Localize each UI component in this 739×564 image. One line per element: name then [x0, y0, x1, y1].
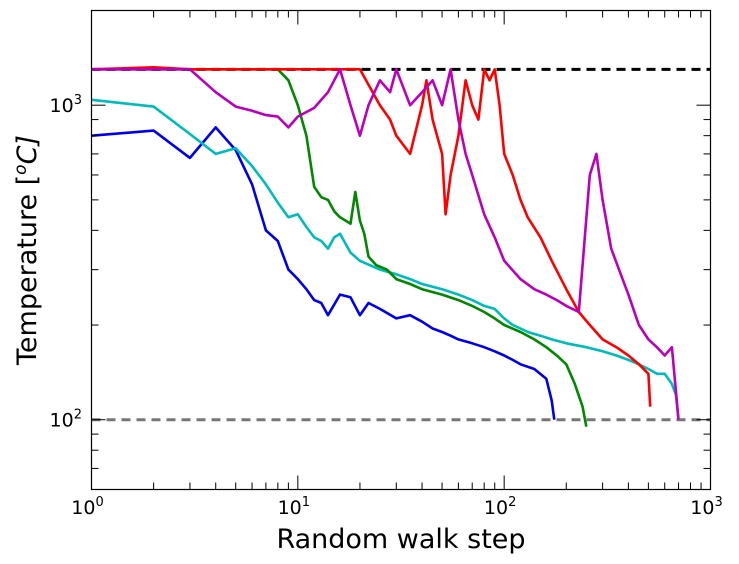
series-line-2 — [91, 98, 680, 420]
x-tick-label-exp: 2 — [508, 495, 516, 510]
x-axis-label: Random walk step — [276, 524, 525, 555]
y-tick-label-base: 10 — [50, 95, 74, 117]
x-tick-label-exp: 3 — [714, 495, 722, 510]
y-tick-label-0: 102 — [50, 408, 82, 432]
y-axis-label-unit: C] — [12, 135, 43, 164]
y-tick-label-exp: 3 — [74, 93, 82, 108]
x-tick-label-base: 10 — [71, 497, 95, 519]
x-tick-label-base: 10 — [690, 497, 714, 519]
y-tick-label-1: 103 — [50, 93, 82, 117]
y-axis-label: Temperature [oC] — [11, 135, 43, 366]
series-line-3 — [91, 68, 588, 427]
x-tick-label-3: 103 — [690, 495, 722, 519]
series-line-1 — [91, 126, 556, 420]
plot-frame — [90, 9, 712, 491]
x-tick-label-1: 101 — [278, 495, 310, 519]
x-tick-label-2: 102 — [484, 495, 516, 519]
x-tick-label-exp: 1 — [302, 495, 310, 510]
y-axis-label-text: Temperature [ — [12, 175, 43, 366]
y-tick-label-base: 10 — [50, 410, 74, 432]
series-line-5 — [91, 68, 680, 420]
x-tick-label-exp: 0 — [95, 495, 103, 510]
series-line-4 — [91, 66, 652, 407]
y-axis-label-sup: o — [11, 164, 31, 174]
y-tick-label-exp: 2 — [74, 408, 82, 423]
x-tick-label-base: 10 — [278, 497, 302, 519]
x-tick-label-0: 100 — [71, 495, 103, 519]
x-tick-label-base: 10 — [484, 497, 508, 519]
plot-layer — [91, 66, 711, 427]
